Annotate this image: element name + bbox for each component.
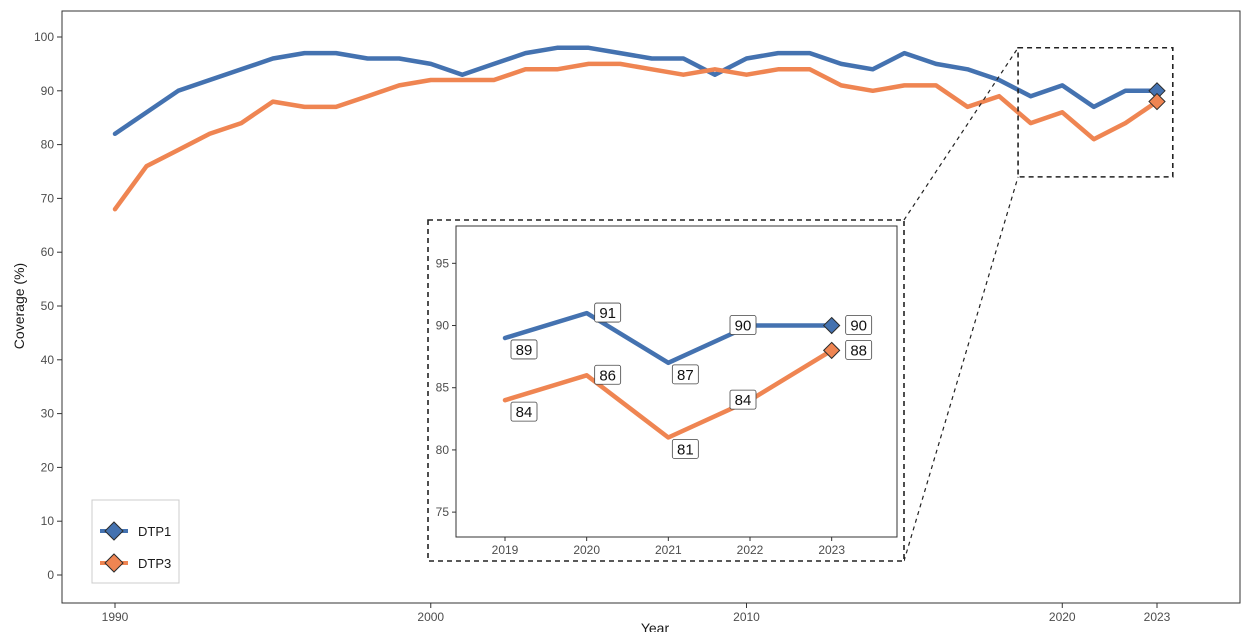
y-axis-title: Coverage (%) bbox=[11, 263, 27, 349]
legend-marker bbox=[104, 521, 124, 541]
inset-y-tick-label: 95 bbox=[436, 256, 450, 270]
data-label-box bbox=[510, 401, 538, 422]
data-label-box bbox=[845, 339, 873, 360]
inset-x-tick-label: 2022 bbox=[737, 543, 764, 557]
data-label-box bbox=[671, 364, 699, 385]
inset-chart: 75 80 85 90 95 2019 2020 2021 2022 2023 89 91 87 90 90… bbox=[427, 219, 905, 562]
data-label: 87 bbox=[677, 367, 694, 384]
data-label-box bbox=[845, 315, 873, 335]
inset-x-tick-label: 2019 bbox=[492, 543, 519, 557]
data-label-box bbox=[729, 389, 757, 410]
data-label-box bbox=[671, 439, 699, 459]
zoom-connector-bottom bbox=[903, 176, 1019, 562]
legend-marker bbox=[104, 553, 124, 573]
data-label: 81 bbox=[677, 441, 694, 458]
inset-x-tick-label: 2021 bbox=[655, 543, 682, 557]
x-axis-title: Year bbox=[641, 620, 670, 632]
plot-frame bbox=[61, 10, 1241, 604]
y-tick-label: 100 bbox=[34, 30, 54, 44]
inset-y-tick-label: 75 bbox=[436, 505, 450, 519]
data-label-box bbox=[594, 302, 622, 323]
zoom-connector-top bbox=[903, 47, 1019, 221]
y-tick-label: 20 bbox=[41, 460, 55, 474]
data-label: 88 bbox=[850, 342, 867, 359]
legend-box bbox=[91, 499, 180, 584]
inset-series-line-dtp1 bbox=[502, 310, 834, 366]
inset-end-marker-dtp1 bbox=[822, 316, 841, 335]
inset-y-tick-label: 85 bbox=[436, 381, 450, 395]
data-label: 91 bbox=[599, 305, 616, 322]
y-tick-label: 40 bbox=[41, 353, 55, 367]
legend: DTP1 DTP3 bbox=[91, 499, 180, 584]
data-label-box bbox=[729, 315, 757, 335]
zoom-region-box bbox=[1017, 46, 1174, 178]
y-tick-label: 30 bbox=[41, 407, 55, 421]
inset-series-line-dtp3 bbox=[502, 348, 834, 440]
x-tick-label: 2000 bbox=[417, 610, 444, 624]
legend-label: DTP3 bbox=[138, 556, 171, 571]
y-tick-label: 60 bbox=[41, 245, 55, 259]
data-label-box bbox=[594, 364, 622, 385]
legend-label: DTP1 bbox=[138, 524, 171, 539]
data-label: 89 bbox=[516, 342, 533, 359]
data-label: 84 bbox=[735, 392, 752, 409]
inset-x-tick-label: 2023 bbox=[818, 543, 845, 557]
inset-x-tick-label: 2020 bbox=[573, 543, 600, 557]
y-tick-label: 90 bbox=[41, 84, 55, 98]
inset-end-marker-dtp3 bbox=[822, 341, 841, 360]
y-tick-label: 80 bbox=[41, 138, 55, 152]
data-label: 90 bbox=[735, 318, 752, 335]
zoom-box bbox=[903, 46, 1174, 562]
main-axes: 0 10 20 30 40 50 60 70 80 90 100 1990 2000 2010 2020 20… bbox=[34, 10, 1241, 624]
data-label: 90 bbox=[850, 318, 867, 335]
y-tick-label: 0 bbox=[47, 568, 54, 582]
end-marker-dtp3 bbox=[1148, 92, 1166, 111]
x-tick-label: 2010 bbox=[733, 610, 760, 624]
series-line-dtp3 bbox=[112, 61, 1160, 212]
y-tick-label: 10 bbox=[41, 514, 55, 528]
series-line-dtp1 bbox=[112, 45, 1160, 137]
y-tick-label: 50 bbox=[41, 299, 55, 313]
main-lines bbox=[112, 45, 1166, 212]
data-label: 86 bbox=[599, 367, 616, 384]
data-label-box bbox=[510, 339, 538, 360]
x-tick-label: 2023 bbox=[1144, 610, 1171, 624]
inset-y-tick-label: 80 bbox=[436, 443, 450, 457]
x-tick-label: 1990 bbox=[102, 610, 129, 624]
inset-y-tick-label: 90 bbox=[436, 319, 450, 333]
y-tick-label: 70 bbox=[41, 191, 55, 205]
x-tick-label: 2020 bbox=[1049, 610, 1076, 624]
data-label: 84 bbox=[516, 404, 533, 421]
